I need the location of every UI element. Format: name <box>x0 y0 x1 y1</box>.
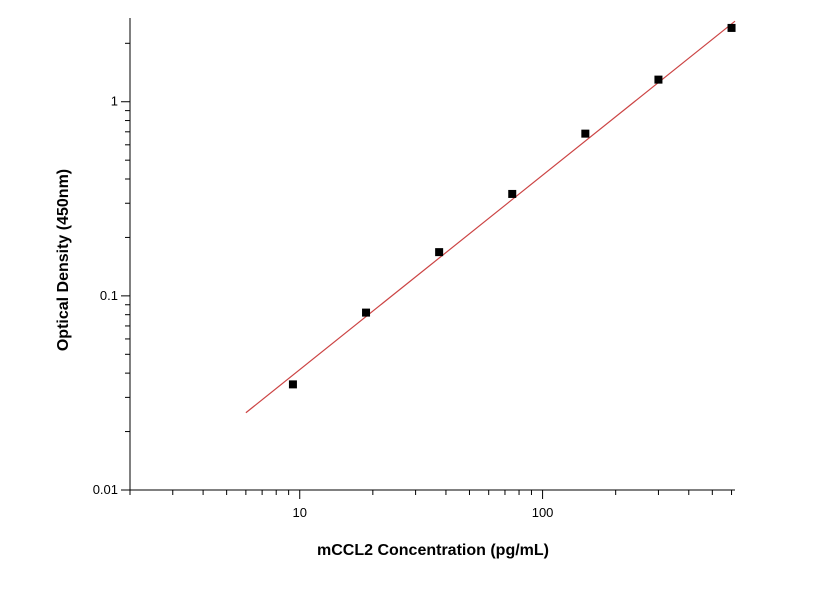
data-point <box>654 75 663 84</box>
fit-line-layer <box>245 20 736 414</box>
data-point <box>581 129 590 138</box>
y-tick-label: 0.01 <box>93 482 118 497</box>
data-points-layer <box>288 23 736 389</box>
regression-line <box>245 20 736 414</box>
axes-layer: 10 100 0.01 0.1 1 <box>93 18 735 520</box>
data-point <box>727 23 736 32</box>
x-tick-label: 100 <box>532 505 554 520</box>
data-point <box>362 308 371 317</box>
x-axis-title: mCCL2 Concentration (pg/mL) <box>317 542 549 559</box>
data-point <box>435 248 444 257</box>
y-axis-title: Optical Density (450nm) <box>55 169 72 351</box>
y-tick-label: 0.1 <box>100 288 118 303</box>
y-tick-label: 1 <box>111 94 118 109</box>
x-tick-label: 10 <box>293 505 307 520</box>
data-point <box>508 189 517 198</box>
data-point <box>288 380 297 389</box>
